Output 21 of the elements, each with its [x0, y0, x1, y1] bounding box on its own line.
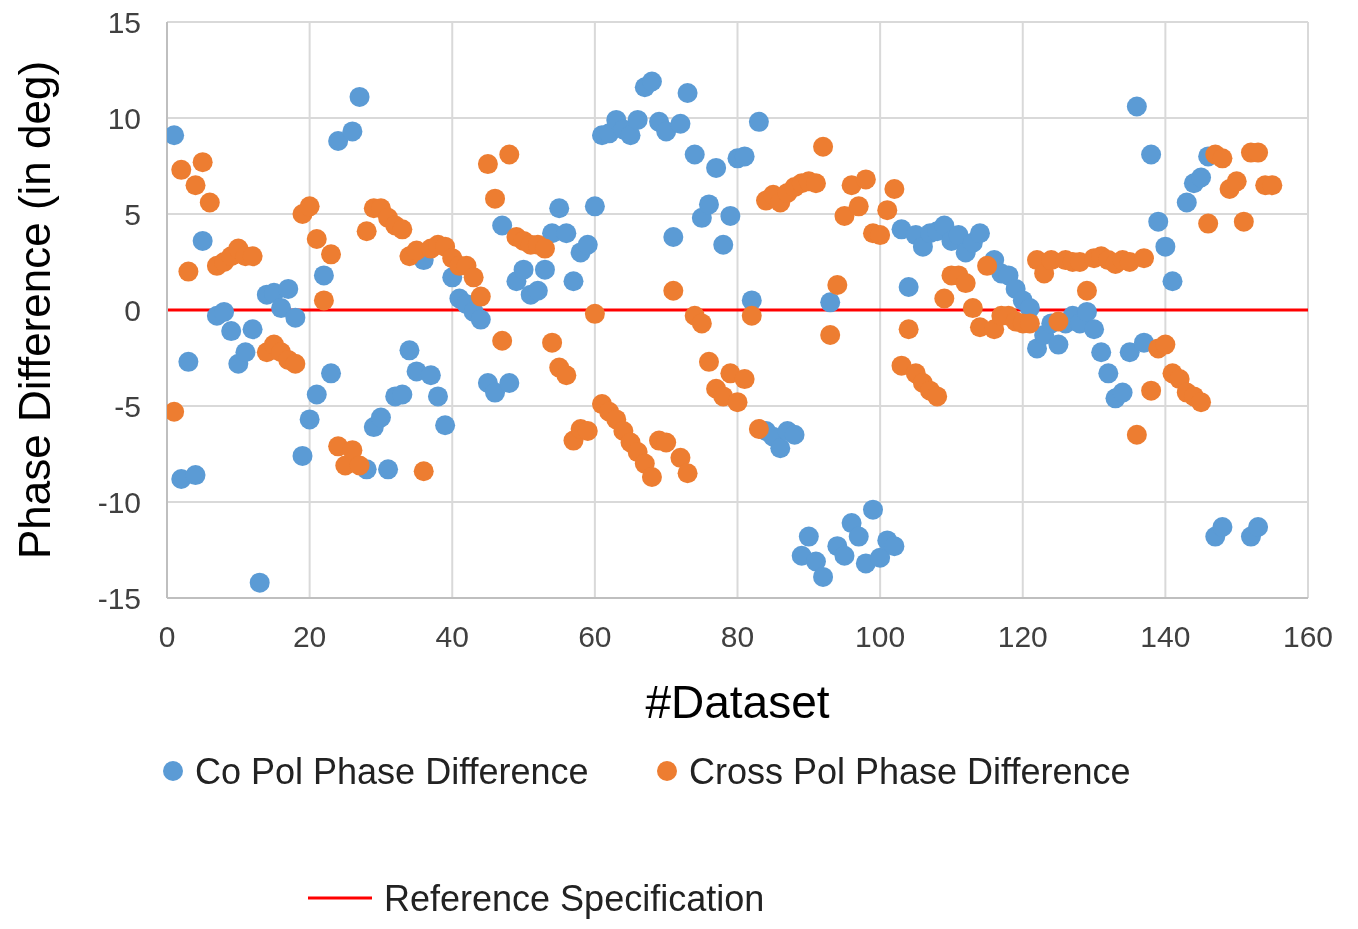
x-tick-label: 100: [855, 620, 906, 654]
legend-label: Cross Pol Phase Difference: [689, 750, 1131, 792]
x-tick-label: 0: [158, 620, 176, 654]
x-tick-label: 60: [578, 620, 612, 654]
x-tick-label: 120: [997, 620, 1048, 654]
legend-label: Co Pol Phase Difference: [195, 750, 589, 792]
y-tick-label: 10: [107, 101, 141, 135]
x-axis-title: #Dataset: [645, 676, 830, 728]
y-tick-label: 15: [107, 5, 141, 39]
y-tick-label: -5: [114, 389, 141, 423]
y-tick-label: 0: [124, 293, 141, 327]
x-tick-label: 40: [435, 620, 469, 654]
y-tick-label: -10: [97, 485, 141, 519]
x-tick-label: 160: [1282, 620, 1334, 654]
x-tick-label: 140: [1140, 620, 1191, 654]
x-tick-label: 20: [292, 620, 327, 654]
y-tick-label: 5: [124, 197, 141, 231]
y-axis-title: Phase Difference (in deg): [9, 60, 59, 560]
y-tick-label: -15: [97, 581, 141, 615]
x-tick-label: 80: [720, 620, 755, 654]
legend-label: Reference Specification: [384, 877, 765, 919]
